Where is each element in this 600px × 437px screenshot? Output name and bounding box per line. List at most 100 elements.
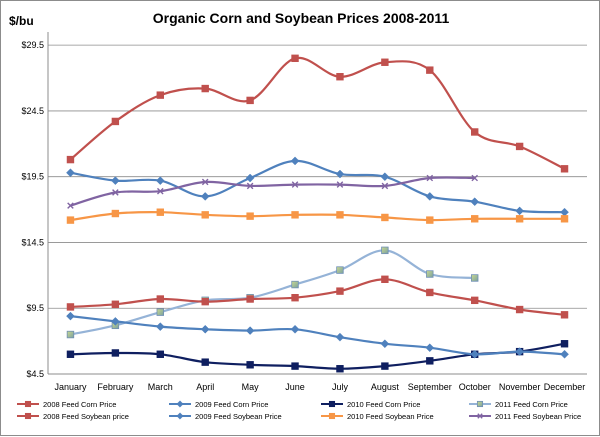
legend-item: 2010 Feed Soybean Price [321,412,434,421]
y-axis-label: $/bu [9,14,34,28]
data-point [381,182,389,190]
data-point [380,172,390,182]
data-point [201,178,209,186]
data-point [426,270,434,278]
y-tick-label: $19.5 [21,172,44,182]
data-point [291,294,299,302]
data-point [515,347,524,356]
data-point [156,187,164,195]
data-point [246,212,254,220]
series-line [70,342,565,370]
legend-item: 2009 Feed Corn Price [169,400,268,409]
data-point [156,308,164,316]
data-point [471,174,479,182]
data-point [201,358,209,366]
legend-marker [477,413,483,419]
data-point [66,155,75,164]
data-point [336,266,344,274]
data-point [290,156,300,166]
legend-item: 2010 Feed Corn Price [321,400,420,409]
data-point [426,216,434,224]
data-point [155,322,165,331]
legend-item: 2011 Feed Soybean Price [469,412,581,421]
y-tick-label: $24.5 [21,106,44,116]
x-tick-label: April [196,382,214,392]
data-point [336,73,344,81]
data-point [426,66,434,74]
data-point [111,349,120,357]
data-point [336,181,344,188]
y-tick-label: $4.5 [26,369,44,379]
data-point [426,357,434,365]
data-point [111,209,120,218]
y-tick-label: $14.5 [21,237,44,247]
data-point [471,215,479,223]
data-point [470,349,480,359]
data-point [381,275,389,283]
data-point [201,211,209,219]
x-tick-label: May [242,382,260,392]
data-point [335,332,345,342]
data-point [291,211,299,219]
legend-label: 2008 Feed Corn Price [43,400,116,409]
legend-label: 2009 Feed Corn Price [195,400,268,409]
legend-label: 2008 Feed Soybean price [43,412,129,421]
series-line [70,159,565,214]
legend-marker [176,400,184,408]
series-layer [66,54,569,373]
x-tick-label: July [332,382,349,392]
legend-item: 2009 Feed Soybean Price [169,412,282,421]
series-line [70,176,475,207]
legend-marker [476,400,484,408]
data-point [66,311,75,321]
series-2010-feed-corn-price [66,340,569,373]
series-line [70,211,565,222]
data-point [515,305,524,314]
x-tick-label: November [499,382,541,392]
legend-marker [328,400,336,408]
y-tick-label: $29.5 [21,40,44,50]
series-2011-feed-soybean-price [67,174,479,209]
legend-marker [328,412,336,420]
data-point [381,213,389,222]
data-point [245,173,255,183]
data-point [560,340,569,348]
legend-label: 2009 Feed Soybean Price [195,412,282,421]
data-point [471,128,479,136]
chart-title: Organic Corn and Soybean Prices 2008-201… [153,10,450,26]
data-point [155,176,165,185]
data-point [156,208,164,216]
x-tick-label: January [54,382,87,392]
x-tick-label: June [285,382,305,392]
x-tick-label: August [371,382,400,392]
series-2010-feed-soybean-price [66,208,569,224]
legend-item: 2011 Feed Corn Price [469,400,568,409]
data-point [67,202,74,209]
data-point [515,142,524,151]
data-point [470,197,480,207]
y-tick-label: $9.5 [26,303,44,313]
x-tick-label: October [459,382,491,392]
axes: $4.5 $9.5 $14.5 $19.5 $24.5 $29.5 January Febru… [21,32,587,392]
data-point [66,303,75,311]
series-2008-feed-corn-price [66,54,569,173]
data-point [66,330,75,339]
series-2009-feed-corn-price [66,156,569,217]
series-2011-feed-corn-price [66,246,479,339]
data-point [246,361,254,369]
data-point [291,54,299,63]
data-point [515,206,524,216]
legend-label: 2011 Feed Soybean Price [495,412,581,421]
data-point [515,215,524,223]
data-point [111,300,120,308]
data-point [471,274,479,282]
data-point [381,246,389,255]
x-tick-label: December [544,382,586,392]
data-point [112,189,119,196]
legend-label: 2010 Feed Soybean Price [347,412,434,421]
series-2008-feed-soybean-price [66,275,569,319]
x-tick-label: September [408,382,452,392]
data-point [246,182,254,190]
data-point [291,362,299,370]
legend-item: 2008 Feed Corn Price [17,400,116,409]
